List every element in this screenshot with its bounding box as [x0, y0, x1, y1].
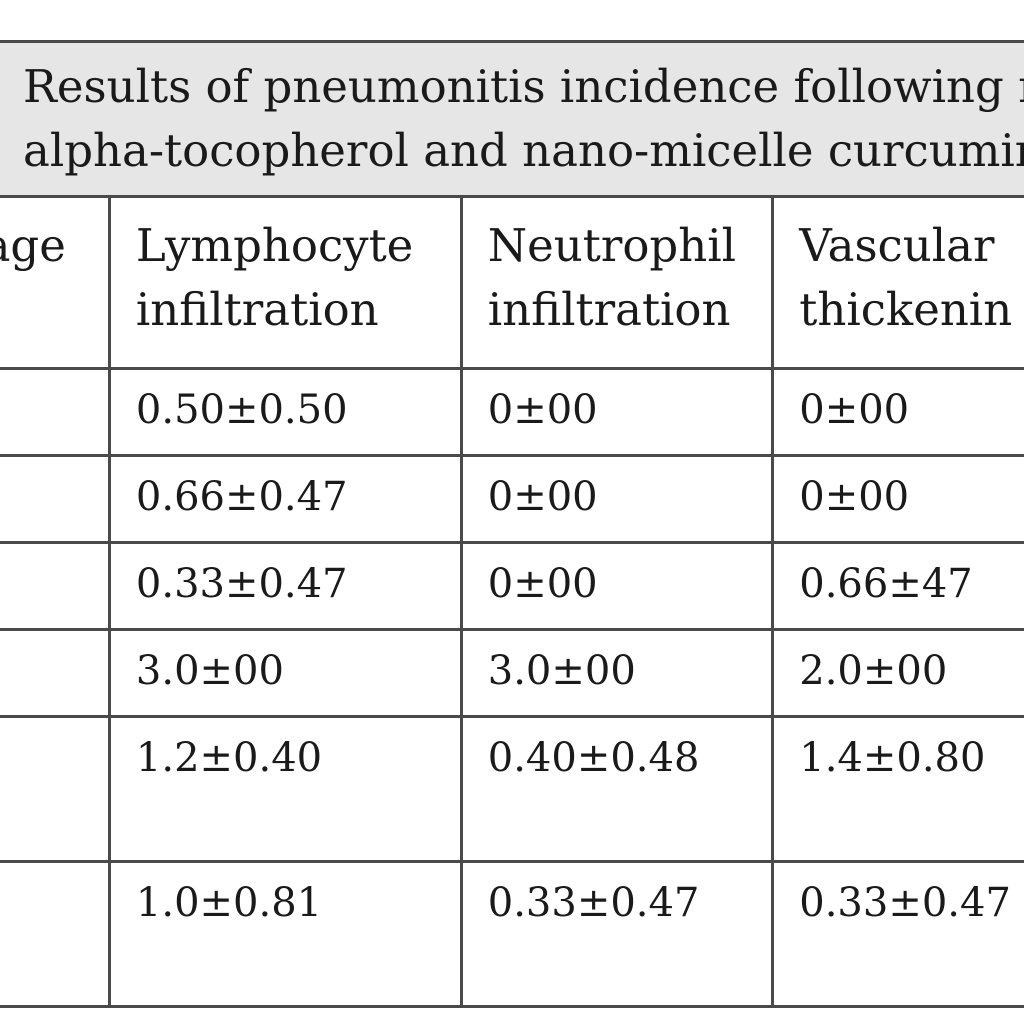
header-cell-damage: Damage on	[0, 195, 111, 370]
table-cell	[0, 454, 111, 544]
table-cell: 0.33±0.47	[459, 860, 775, 1008]
table-row: 1.0±0.81 0.33±0.47 0.33±0.47	[0, 860, 1024, 1008]
table-cell: 0.33±0.47	[107, 541, 463, 631]
table-caption: Results of pneumonitis incidence followi…	[0, 40, 1024, 198]
table-cell	[0, 367, 111, 457]
header-vascular-line-2: thickenin	[799, 283, 1013, 336]
table-row: 0.33±0.47 0±00 0.66±47	[0, 541, 1024, 631]
table-cell: 0.50±0.50	[107, 367, 463, 457]
table-cell: 0±00	[771, 454, 1024, 544]
table-cell: 3.0±00	[107, 628, 463, 718]
header-row: Damage on Lymphocyte infiltration Neutro…	[0, 195, 1024, 370]
header-neutrophil-line-2: infiltration	[487, 283, 731, 336]
table-cell: 0±00	[459, 367, 775, 457]
header-lymphocyte-line-2: infiltration	[135, 283, 379, 336]
table-cell: 1.0±0.81	[107, 860, 463, 1008]
table-cell: 0±00	[459, 541, 775, 631]
results-table: Results of pneumonitis incidence followi…	[0, 40, 1024, 1008]
table-cell	[0, 715, 111, 863]
table-cell: 0±00	[771, 367, 1024, 457]
table-cell: 0.66±47	[771, 541, 1024, 631]
table-cell: 3.0±00	[459, 628, 775, 718]
table-cell: 1.4±0.80	[771, 715, 1024, 863]
table-row: 3.0±00 3.0±00 2.0±00	[0, 628, 1024, 718]
header-damage-line-1: Damage	[0, 219, 66, 272]
table-cell: 0.66±0.47	[107, 454, 463, 544]
table-cell: 0.40±0.48	[459, 715, 775, 863]
table-cell: 1.2±0.40	[107, 715, 463, 863]
caption-line-1: Results of pneumonitis incidence followi…	[23, 60, 1024, 113]
header-damage-line-2: on	[0, 278, 108, 342]
header-vascular-line-1: Vascular	[799, 219, 995, 272]
header-cell-lymphocyte: Lymphocyte infiltration	[107, 195, 463, 370]
caption-line-2: alpha-tocopherol and nano-micelle curcum…	[23, 124, 1024, 177]
table-cell: 2.0±00	[771, 628, 1024, 718]
table-row: 0.66±0.47 0±00 0±00	[0, 454, 1024, 544]
header-lymphocyte-line-1: Lymphocyte	[135, 219, 414, 272]
table-cell: 0±00	[459, 454, 775, 544]
caption-row: Results of pneumonitis incidence followi…	[0, 40, 1024, 198]
header-cell-vascular: Vascular thickenin	[771, 195, 1024, 370]
table-cell	[0, 860, 111, 1008]
table-cell	[0, 541, 111, 631]
table-container: Results of pneumonitis incidence followi…	[0, 40, 1024, 1008]
table-row: 0.50±0.50 0±00 0±00	[0, 367, 1024, 457]
table-cell: 0.33±0.47	[771, 860, 1024, 1008]
header-neutrophil-line-1: Neutrophil	[487, 219, 736, 272]
table-row: 1.2±0.40 0.40±0.48 1.4±0.80	[0, 715, 1024, 863]
table-cell	[0, 628, 111, 718]
header-cell-neutrophil: Neutrophil infiltration	[459, 195, 775, 370]
